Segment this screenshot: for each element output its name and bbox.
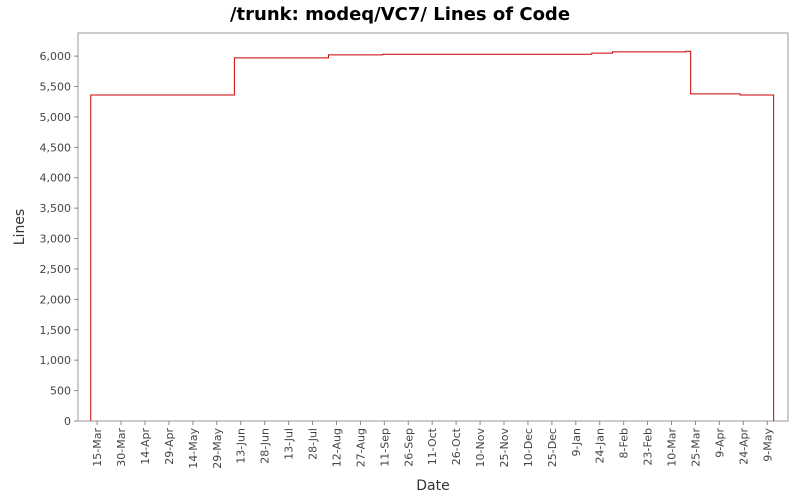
x-tick-label: 25-Dec bbox=[546, 428, 559, 467]
y-tick-label: 3,000 bbox=[40, 233, 72, 246]
x-tick-label: 10-Mar bbox=[666, 428, 679, 467]
x-tick-label: 27-Aug bbox=[354, 428, 367, 467]
chart-title: /trunk: modeq/VC7/ Lines of Code bbox=[230, 4, 570, 25]
x-tick-label: 10-Nov bbox=[474, 428, 487, 468]
x-tick-label: 11-Oct bbox=[426, 427, 439, 465]
y-tick-label: 3,500 bbox=[40, 202, 72, 215]
y-tick-label: 5,500 bbox=[40, 81, 72, 94]
x-tick-label: 14-Apr bbox=[139, 428, 152, 465]
y-tick-label: 500 bbox=[50, 385, 71, 398]
y-tick-label: 4,000 bbox=[40, 172, 72, 185]
x-tick-label: 24-Jan bbox=[594, 428, 607, 464]
x-tick-label: 30-Mar bbox=[115, 428, 128, 467]
x-tick-label: 28-Jul bbox=[307, 428, 320, 460]
x-tick-label: 29-May bbox=[211, 428, 224, 469]
y-tick-label: 6,000 bbox=[40, 50, 72, 63]
x-tick-label: 13-Jul bbox=[283, 428, 296, 460]
x-tick-label: 11-Sep bbox=[378, 428, 391, 467]
y-tick-label: 2,500 bbox=[40, 263, 72, 276]
x-tick-label: 14-May bbox=[187, 428, 200, 469]
x-tick-label: 26-Oct bbox=[450, 427, 463, 465]
x-tick-label: 12-Aug bbox=[330, 428, 343, 467]
x-tick-label: 9-May bbox=[761, 428, 774, 462]
x-tick-label: 25-Mar bbox=[689, 428, 702, 467]
x-tick-label: 8-Feb bbox=[618, 428, 631, 458]
x-tick-label: 15-Mar bbox=[91, 428, 104, 467]
plot-area bbox=[77, 32, 789, 422]
x-tick-label: 24-Apr bbox=[737, 428, 750, 465]
y-tick-label: 1,000 bbox=[40, 354, 72, 367]
y-tick-label: 2,000 bbox=[40, 293, 72, 306]
x-tick-label: 13-Jun bbox=[235, 428, 248, 464]
x-tick-label: 23-Feb bbox=[642, 428, 655, 465]
x-tick-label: 10-Dec bbox=[522, 428, 535, 467]
x-tick-label: 9-Jan bbox=[570, 428, 583, 457]
x-tick-label: 28-Jun bbox=[259, 428, 272, 464]
y-tick-label: 1,500 bbox=[40, 324, 72, 337]
y-axis-label: Lines bbox=[12, 209, 28, 245]
x-axis-label: Date bbox=[416, 478, 449, 494]
x-tick-label: 26-Sep bbox=[402, 428, 415, 467]
x-tick-label: 9-Apr bbox=[713, 428, 726, 458]
x-tick-label: 25-Nov bbox=[498, 428, 511, 468]
data-line bbox=[90, 50, 775, 421]
y-tick-label: 5,000 bbox=[40, 111, 72, 124]
y-tick-label: 0 bbox=[64, 415, 71, 428]
y-tick-label: 4,500 bbox=[40, 141, 72, 154]
x-tick-label: 29-Apr bbox=[163, 428, 176, 465]
